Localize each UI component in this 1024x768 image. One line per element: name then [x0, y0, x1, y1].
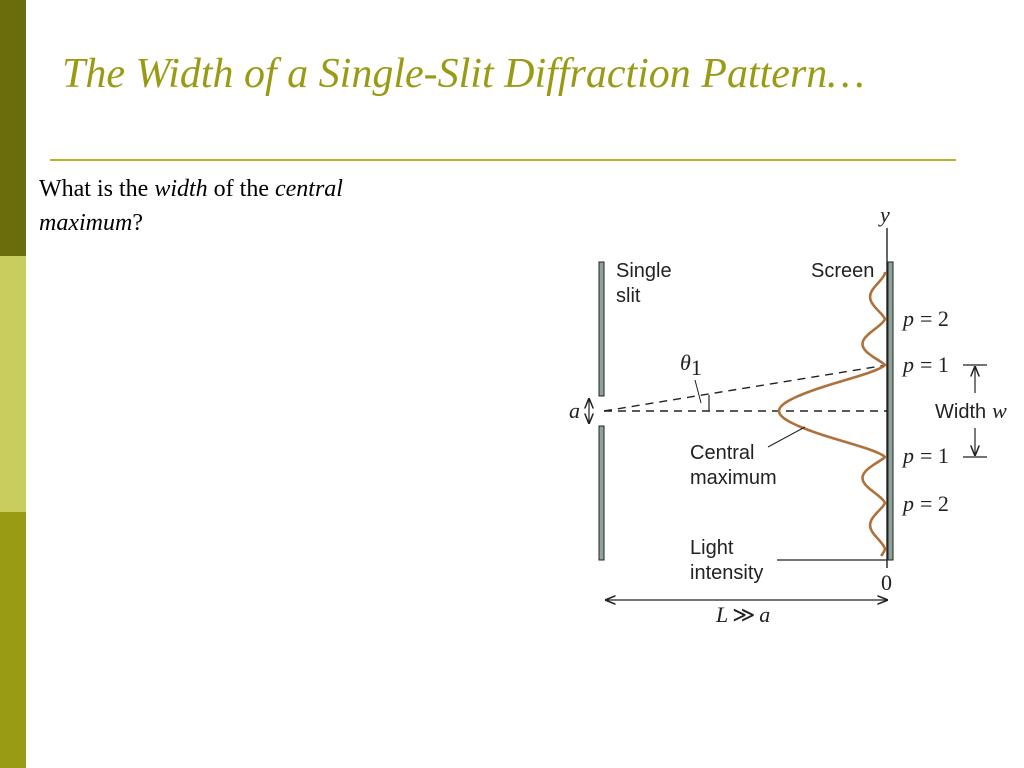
- origin-label: 0: [881, 570, 892, 595]
- central-max-leader: [767, 426, 806, 448]
- central-max-label-line1: Central: [690, 442, 754, 464]
- light-intensity-label-line2: intensity: [690, 562, 763, 584]
- single-slit-label-line1: Single: [616, 260, 672, 282]
- y-axis-label: y: [878, 202, 890, 227]
- side-bar-top: [0, 0, 26, 256]
- question-emphasis-central: central: [274, 176, 343, 202]
- question-part-1: What is the: [39, 176, 155, 202]
- width-label: Width w: [935, 398, 1007, 423]
- question-emphasis-maximum: maximum: [39, 210, 133, 236]
- question-part-3: ?: [132, 210, 143, 236]
- single-slit-label-line2: slit: [616, 285, 641, 307]
- slit-barrier-upper: [598, 261, 605, 397]
- title-divider: [50, 159, 956, 161]
- question-text: What is the width of the central maximum?: [39, 172, 459, 240]
- distance-label: L ≫ a: [715, 602, 770, 627]
- screen-label: Screen: [811, 260, 874, 282]
- side-bar-bottom: [0, 512, 26, 768]
- slide-title: The Width of a Single-Slit Diffraction P…: [62, 51, 865, 97]
- order-p2-bottom: p = 2: [901, 491, 949, 516]
- screen: [887, 261, 894, 561]
- order-p1-bottom: p = 1: [901, 443, 949, 468]
- order-p2-top: p = 2: [901, 306, 949, 331]
- slit-barrier-lower: [598, 425, 605, 561]
- light-intensity-label-line1: Light: [690, 537, 734, 559]
- theta-label: θ1: [680, 350, 702, 380]
- question-emphasis-width: width: [154, 176, 208, 202]
- intensity-curve: [777, 271, 887, 557]
- question-part-2: of the: [207, 176, 275, 202]
- central-max-label-line2: maximum: [690, 467, 777, 489]
- side-bar-middle: [0, 256, 26, 512]
- theta-leader: [694, 379, 702, 404]
- slit-width-label: a: [569, 398, 580, 423]
- angle-ray-dashed: [603, 364, 888, 412]
- order-p1-top: p = 1: [901, 352, 949, 377]
